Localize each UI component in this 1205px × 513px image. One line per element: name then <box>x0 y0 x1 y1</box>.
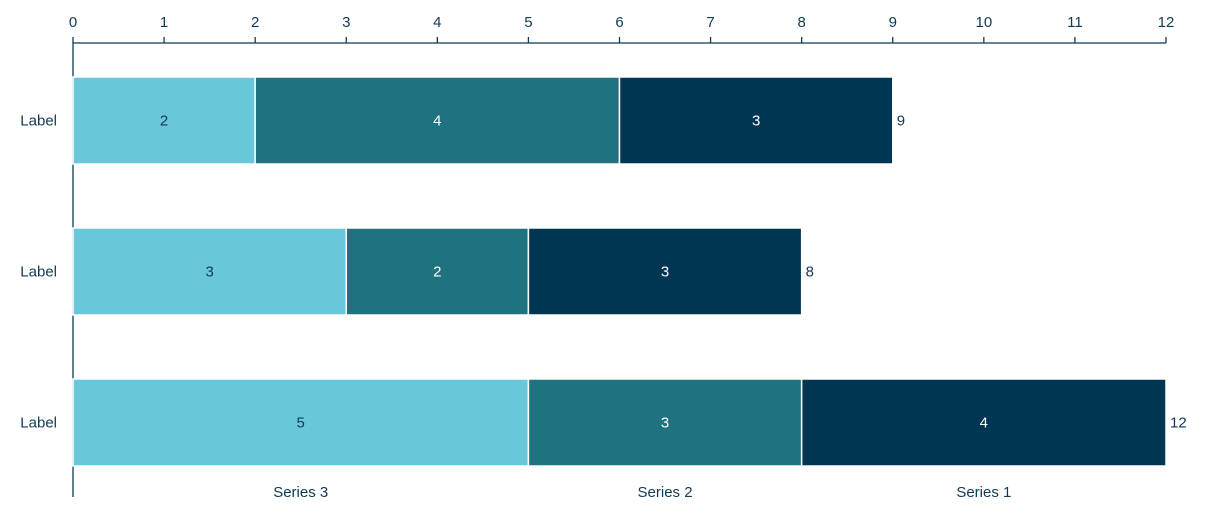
segment-value-label: 4 <box>980 415 988 432</box>
x-tick-label: 9 <box>889 14 897 31</box>
bar-segment <box>527 378 803 467</box>
x-tick-label: 5 <box>524 14 532 31</box>
bar-segment <box>254 76 621 165</box>
category-label: Label <box>20 113 57 130</box>
labels: Label 2 4 3 9 Label 3 2 3 8 Label 5 3 4 12 Series 3 Seri… <box>20 113 1186 502</box>
x-tick-label: 1 <box>160 14 168 31</box>
x-tick-label: 8 <box>797 14 805 31</box>
x-tick-label: 7 <box>706 14 714 31</box>
category-label: Label <box>20 264 57 281</box>
x-tick-label: 12 <box>1158 14 1175 31</box>
segment-value-label: 4 <box>433 113 441 130</box>
x-tick-label: 11 <box>1067 14 1083 31</box>
x-tick-label: 10 <box>975 14 992 31</box>
bar-segment <box>72 227 347 316</box>
segment-value-label: 2 <box>160 113 168 130</box>
segment-value-label: 3 <box>661 415 669 432</box>
bar-segment <box>72 378 530 467</box>
series-name-label: Series 2 <box>638 484 693 501</box>
bar-segment <box>527 227 803 316</box>
x-tick-label: 2 <box>251 14 259 31</box>
bar-segment <box>800 378 1167 467</box>
total-value-label: 8 <box>806 264 814 281</box>
segment-value-label: 3 <box>205 264 213 281</box>
bars <box>72 76 1167 467</box>
series-name-label: Series 3 <box>273 484 328 501</box>
bar-segment <box>618 76 894 165</box>
x-tick-label: 3 <box>342 14 350 31</box>
x-tick-label: 4 <box>433 14 441 31</box>
category-label: Label <box>20 415 57 432</box>
x-tick-label: 6 <box>615 14 623 31</box>
total-value-label: 12 <box>1170 415 1187 432</box>
total-value-label: 9 <box>897 113 905 130</box>
bar-segment <box>345 227 530 316</box>
segment-value-label: 5 <box>297 415 305 432</box>
segment-value-label: 3 <box>661 264 669 281</box>
segment-value-label: 2 <box>433 264 441 281</box>
bar-segment <box>72 76 256 165</box>
series-name-label: Series 1 <box>956 484 1011 501</box>
x-tick-label: 0 <box>69 14 77 31</box>
segment-value-label: 3 <box>752 113 760 130</box>
